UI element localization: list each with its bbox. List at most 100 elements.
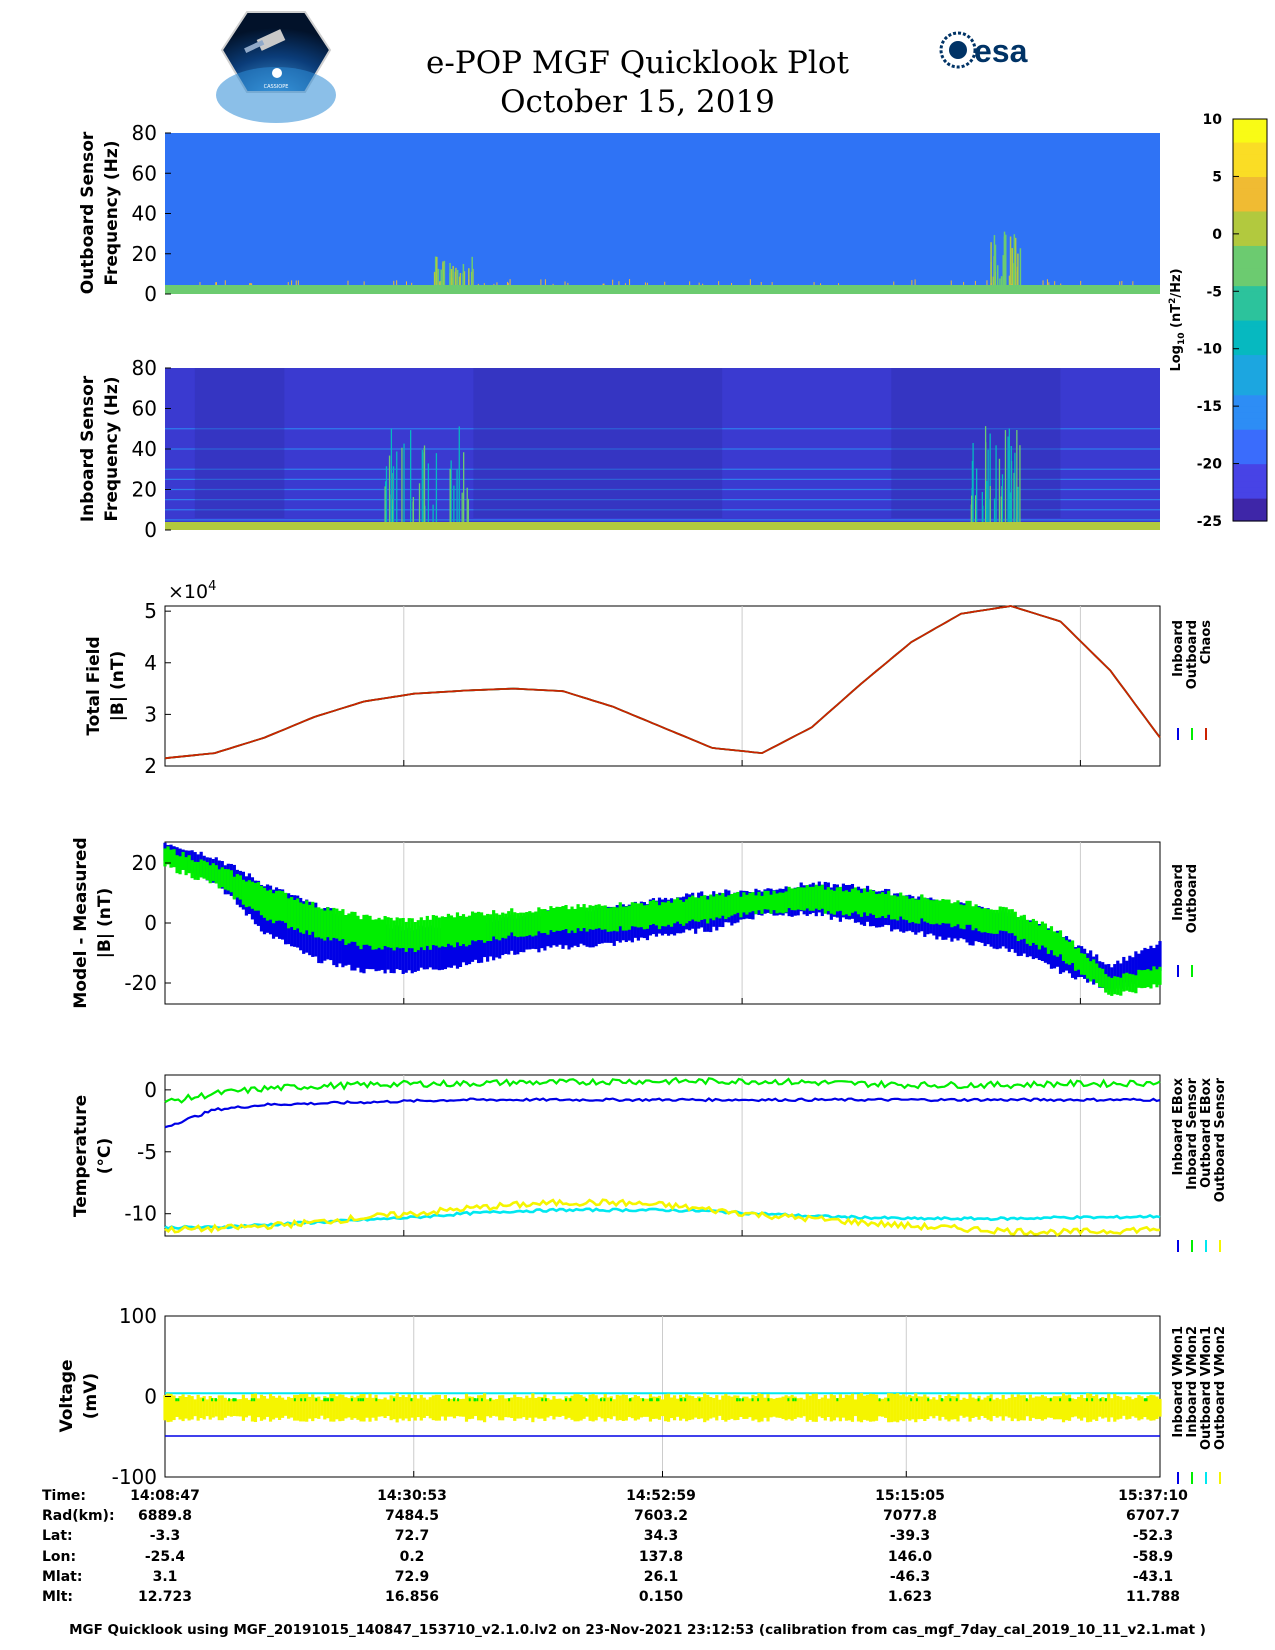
y-tick-label: -10 <box>124 1202 157 1226</box>
spectral-band <box>194 368 285 518</box>
colorbar-step <box>1233 176 1267 183</box>
y-tick-label: 20 <box>132 478 157 502</box>
figure-date: October 15, 2019 <box>500 84 775 120</box>
colorbar-step <box>1233 130 1267 137</box>
colorbar-step <box>1233 279 1267 287</box>
y-tick-label: 3 <box>144 702 157 726</box>
colorbar-step <box>1233 337 1267 344</box>
outboard-spectrogram-baseline <box>165 285 1160 294</box>
colorbar-tick-label: -25 <box>1197 514 1222 530</box>
ephemeris-row-label: Mlat: <box>42 1569 82 1585</box>
y-tick-label: 2 <box>144 754 157 778</box>
outboard-spectrogram-panel: 80 60 40 20 0 Outboard Sensor Frequency (Hz) <box>78 121 1160 306</box>
ephemeris-value: 0.2 <box>400 1549 425 1565</box>
ephemeris-value: 14:30:53 <box>377 1488 447 1504</box>
ephemeris-value: -43.1 <box>1133 1569 1173 1585</box>
ephemeris-value: 3.1 <box>153 1569 178 1585</box>
colorbar-step <box>1233 314 1267 321</box>
y-tick-label: -20 <box>124 971 157 995</box>
legend-label: Outboard VMon2 <box>1213 1326 1228 1450</box>
series-line-inboard-sensor <box>164 1076 1161 1104</box>
cassiope-logo: CASSIOPE <box>216 11 336 123</box>
colorbar-step <box>1233 210 1267 218</box>
footer-caption: MGF Quicklook using MGF_20191015_140847_… <box>69 1622 1206 1638</box>
colorbar-step <box>1233 187 1267 195</box>
ephemeris-row-label: Time: <box>42 1488 86 1504</box>
colorbar-step <box>1233 360 1267 367</box>
series-line-inboard-ebox <box>164 1097 1161 1129</box>
ephemeris-value: 26.1 <box>644 1569 679 1585</box>
y-tick-label: -5 <box>137 1140 157 1164</box>
total-field-ylabel-line1: Total Field <box>84 636 104 735</box>
spectral-band <box>473 368 723 518</box>
ephemeris-row-label: Lon: <box>42 1549 76 1565</box>
colorbar-tick-label: 10 <box>1203 112 1223 128</box>
voltage-ylabel-line2: (mV) <box>81 1373 101 1419</box>
y-tick-label: 20 <box>132 242 157 266</box>
colorbar-step <box>1233 153 1267 160</box>
colorbar-step <box>1233 222 1267 229</box>
colorbar-step <box>1233 285 1267 292</box>
colorbar-step <box>1233 159 1267 166</box>
y-tick-label: 60 <box>132 397 157 421</box>
colorbar-step <box>1233 262 1267 269</box>
colorbar-step <box>1233 423 1267 430</box>
y-tick-label: 40 <box>132 202 157 226</box>
colorbar-step <box>1233 239 1267 246</box>
esa-logo: esa <box>939 31 1028 69</box>
colorbar-tick-label: -10 <box>1197 342 1223 358</box>
figure-title: e-POP MGF Quicklook Plot <box>426 45 849 81</box>
colorbar-step <box>1233 205 1267 212</box>
colorbar-step <box>1233 331 1267 338</box>
legend-label: Outboard <box>1185 620 1200 689</box>
svg-text:CASSIOPE: CASSIOPE <box>264 84 289 90</box>
colorbar-step <box>1233 475 1267 482</box>
series-line-outboard-ebox <box>164 1207 1161 1230</box>
colorbar-step <box>1233 216 1267 223</box>
total-field-ylabel-line2: |B| (nT) <box>108 651 128 722</box>
legend-label: Chaos <box>1199 620 1214 664</box>
colorbar-step <box>1233 124 1267 132</box>
legend-label: Outboard Sensor <box>1213 1077 1228 1202</box>
y-tick-label: 0 <box>144 911 157 935</box>
y-tick-label: 0 <box>144 1078 157 1102</box>
colorbar-step <box>1233 308 1267 315</box>
ephemeris-value: 0.150 <box>639 1589 684 1605</box>
colorbar-step <box>1233 388 1267 396</box>
colorbar-step <box>1233 233 1267 241</box>
colorbar-step <box>1233 141 1267 149</box>
ephemeris-value: 7603.2 <box>634 1508 688 1524</box>
temperature-ylabel-line1: Temperature <box>71 1095 91 1217</box>
colorbar-step <box>1233 170 1267 178</box>
colorbar-step <box>1233 429 1267 436</box>
inboard-ylabel-line1: Inboard Sensor <box>78 375 98 522</box>
ephemeris-row-label: Mlt: <box>42 1589 73 1605</box>
legend-label: Inboard <box>1171 864 1186 921</box>
series-line-outboard-sensor <box>164 1198 1161 1237</box>
model-minus-measured-panel: 20 0 -20 Model - Measured |B| (nT) Inboard… <box>71 837 1200 1008</box>
colorbar-step <box>1233 228 1267 235</box>
model-ylabel-line2: |B| (nT) <box>95 888 115 959</box>
legend-label: Inboard VMon2 <box>1185 1326 1200 1438</box>
colorbar-label: Log10 (nT2/Hz) <box>1168 268 1187 371</box>
colorbar-step <box>1233 383 1267 390</box>
colorbar-step <box>1233 256 1267 264</box>
ephemeris-value: -25.4 <box>145 1549 186 1565</box>
y-tick-label: 80 <box>132 356 157 380</box>
inboard-spectrogram-panel: 80 60 40 20 0 Inboard Sensor Frequency (Hz) <box>78 356 1160 542</box>
model-ylabel-line1: Model - Measured <box>71 837 91 1008</box>
colorbar-step <box>1233 486 1267 493</box>
inboard-spectrogram-bursts <box>384 426 1021 526</box>
esa-logo-text: esa <box>974 33 1028 69</box>
colorbar-step <box>1233 446 1267 453</box>
spectral-band <box>891 368 1061 518</box>
colorbar-step <box>1233 463 1267 470</box>
legend-label: Inboard Sensor <box>1185 1077 1200 1189</box>
temperature-panel: 0 -5 -10 Temperature (°C) Inboard EBox Inbo… <box>71 1074 1228 1252</box>
colorbar-step <box>1233 348 1267 356</box>
ephemeris-value: 34.3 <box>644 1528 679 1544</box>
ephemeris-value: 146.0 <box>888 1549 933 1565</box>
ephemeris-row-label: Rad(km): <box>42 1508 115 1524</box>
ephemeris-value: 15:37:10 <box>1118 1488 1188 1504</box>
